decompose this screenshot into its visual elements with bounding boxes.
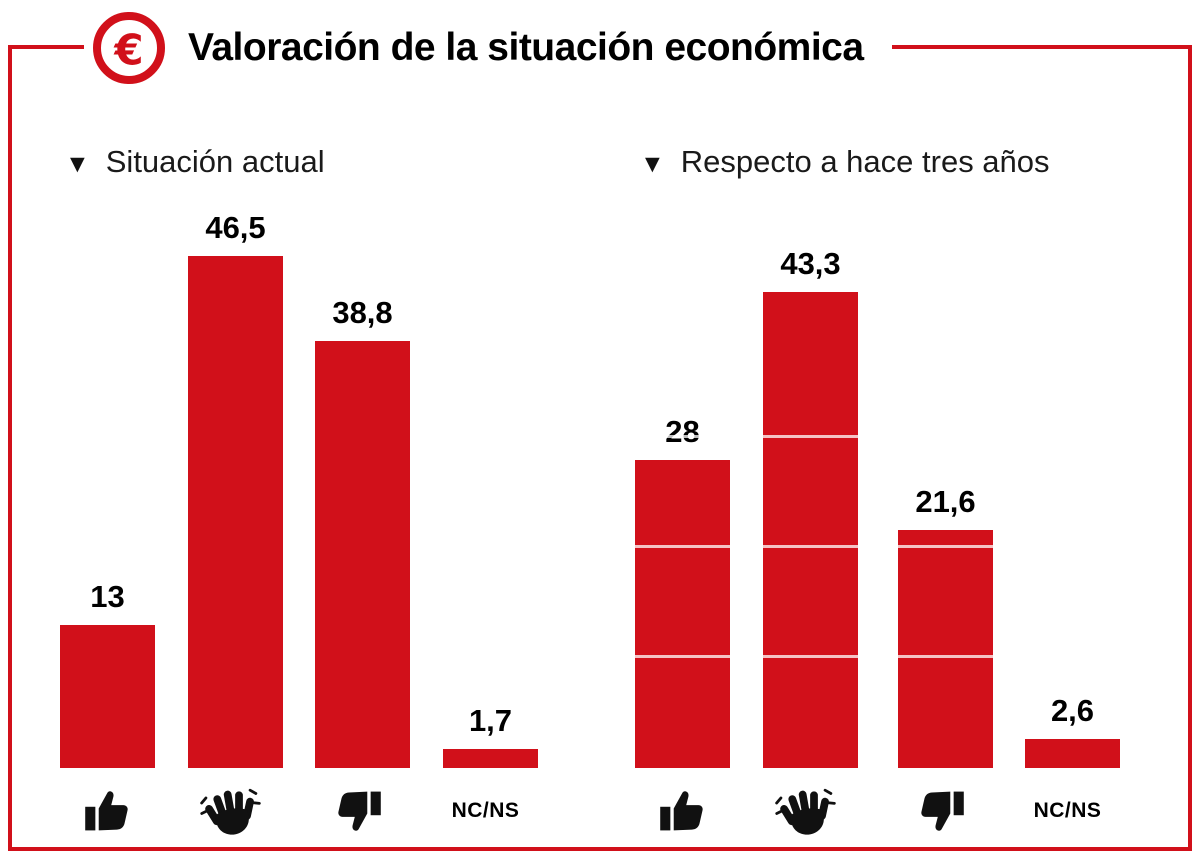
bar-value-label: 38,8 [332,295,393,330]
bar [60,625,155,768]
axis-waving-hand [758,780,853,842]
triangle-marker-icon: ▼ [640,149,665,178]
chart-heading-label: Respecto a hace tres años [680,144,1050,179]
chart-heading-label: Situación actual [105,144,325,179]
chart-plot: 13 46,5 38,8 1,7 [55,210,590,768]
title-bar: € Valoración de la situación económica [84,6,892,90]
triangle-marker-icon: ▼ [65,149,90,178]
axis-thumbs-down [893,780,988,842]
bar-value-label: 46,5 [205,210,266,245]
thumbs-down-icon [337,791,381,831]
chart-situacion-actual: ▼ Situación actual 13 46,5 38,8 1,7 [50,138,595,848]
axis-ncns: NC/NS [1020,780,1115,842]
thumbs-down-icon [920,791,964,831]
thumbs-up-icon [84,791,128,831]
axis-ncns: NC/NS [438,780,533,842]
chart-heading: ▼ Situación actual [65,144,325,180]
bar-value-label: 21,6 [915,484,976,519]
chart-heading: ▼ Respecto a hace tres años [640,144,1050,180]
ncns-label: NC/NS [1033,799,1102,822]
axis-waving-hand [183,780,278,842]
bar [443,749,538,768]
bar [635,460,730,768]
thumbs-up-icon [659,791,703,831]
bar-value-label: 13 [90,579,125,614]
waving-hand-icon [774,788,836,835]
gridline-30 [630,435,1165,438]
bar [898,530,993,768]
waving-hand-icon [199,788,261,835]
axis-thumbs-up [60,780,155,842]
bar [763,292,858,768]
ncns-label: NC/NS [451,799,520,822]
chart-plot: 28 43,3 21,6 2,6 [630,233,1165,768]
bar-value-label: 2,6 [1050,693,1095,728]
bar [1025,739,1120,768]
page-title: Valoración de la situación económica [188,26,864,69]
svg-text:€: € [113,26,143,75]
bar-value-label: 28 [665,414,700,449]
euro-icon: € [93,12,165,84]
bar-value-label: 43,3 [780,246,841,281]
axis-thumbs-down [310,780,405,842]
bar-value-label: 1,7 [468,703,513,738]
axis-thumbs-up [635,780,730,842]
gridline-10 [630,655,1165,658]
bar [188,256,283,768]
chart-respecto-tres-anos: ▼ Respecto a hace tres años 28 43,3 21,6… [625,138,1170,848]
gridline-20 [630,545,1165,548]
bar [315,341,410,768]
